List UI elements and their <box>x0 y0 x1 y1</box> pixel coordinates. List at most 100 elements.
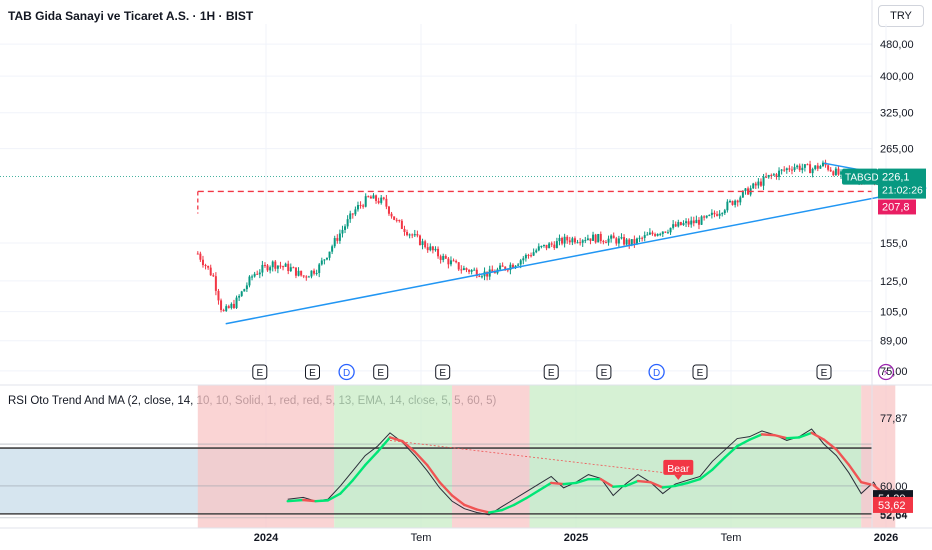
candle-body <box>475 269 478 277</box>
candle-body <box>623 237 626 245</box>
rsi-ma-segment <box>351 463 367 482</box>
candle-body <box>566 236 569 241</box>
candle-body <box>519 260 522 265</box>
rsi-ma-segment <box>748 433 764 441</box>
candle-body <box>656 234 659 236</box>
bear-label: Bear <box>667 463 690 475</box>
rsi-ma-segment <box>723 444 739 459</box>
dividend-marker-label: D <box>343 368 350 379</box>
candle-body <box>403 228 406 233</box>
candle-body <box>659 233 662 235</box>
rsi-ma-segment <box>413 450 429 467</box>
earnings-marker[interactable] <box>816 364 832 380</box>
dividend-marker-label: D <box>653 368 660 379</box>
candle-body <box>710 212 713 215</box>
candle-body <box>695 219 698 224</box>
candle-body <box>726 201 729 211</box>
earnings-marker[interactable] <box>373 364 389 380</box>
candle-body <box>269 267 272 271</box>
symbol-badge <box>842 168 878 185</box>
candle-body <box>431 246 434 251</box>
earnings-marker[interactable] <box>543 364 559 380</box>
candle-body <box>610 235 613 239</box>
candle-body <box>375 195 378 201</box>
candle-body <box>253 273 256 277</box>
candle-body <box>460 269 463 271</box>
news-marker[interactable] <box>877 363 895 381</box>
candle-body <box>615 238 618 244</box>
candle-body <box>271 261 274 268</box>
price-tick-label: 480,00 <box>880 39 914 51</box>
candle-body <box>837 168 840 175</box>
rsi-ma-segment <box>649 480 664 489</box>
rsi-ma-segment <box>525 489 540 500</box>
price-tick-label: 265,00 <box>880 144 914 156</box>
candle-body <box>199 253 202 260</box>
candle-body <box>571 238 574 243</box>
candle-body <box>305 276 308 278</box>
candle-body <box>721 213 724 215</box>
rsi-ma-segment <box>760 433 776 437</box>
rsi-ma-segment <box>686 477 702 485</box>
candle-body <box>369 196 372 199</box>
candle-body <box>759 181 762 186</box>
candle-body <box>349 213 352 220</box>
earnings-marker[interactable] <box>252 364 268 380</box>
events[interactable]: E E D E E E E D E E ⚡ <box>252 363 895 381</box>
earnings-marker[interactable] <box>305 364 320 380</box>
candle-body <box>607 238 610 243</box>
candle-body <box>227 306 230 308</box>
candle-body <box>757 181 760 186</box>
rsi-ma-segment <box>537 481 553 492</box>
candle-body <box>470 270 473 272</box>
earnings-marker[interactable] <box>435 364 451 380</box>
candle-body <box>690 220 693 225</box>
currency-button[interactable]: TRY <box>878 5 924 27</box>
rsi-ma-segment <box>438 480 454 497</box>
candle-body <box>770 174 773 176</box>
candle-body <box>468 269 471 272</box>
candle-body <box>772 174 775 176</box>
candle-body <box>553 244 556 249</box>
rsi-tick-label: 52,64 <box>880 510 908 522</box>
candle-body <box>351 213 354 215</box>
candle-body <box>230 303 233 308</box>
rsi-ma-segment <box>661 484 677 489</box>
candle-body <box>511 264 514 268</box>
candle-body <box>354 209 357 215</box>
candle-body <box>532 252 535 256</box>
candle-body <box>320 260 323 265</box>
dividend-marker[interactable] <box>648 363 665 381</box>
candle-body <box>225 306 228 311</box>
candle-body <box>537 246 540 251</box>
candle-body <box>584 240 587 242</box>
candle-body <box>739 197 742 203</box>
candle-body <box>736 200 739 203</box>
earnings-marker[interactable] <box>692 364 708 380</box>
candle-body <box>315 272 318 274</box>
candle-body <box>325 257 328 260</box>
candle-body <box>783 169 786 171</box>
candle-body <box>421 241 424 245</box>
earnings-marker-label: E <box>697 368 704 379</box>
dividend-marker[interactable] <box>338 363 355 381</box>
price-tick-label: 125,0 <box>880 276 908 288</box>
candle-body <box>382 197 385 199</box>
earnings-marker[interactable] <box>596 364 612 380</box>
rsi-trend-region <box>452 385 530 528</box>
candle-body <box>276 265 279 269</box>
candle-body <box>493 272 496 274</box>
candle-body <box>338 233 341 241</box>
candle-body <box>261 264 264 273</box>
candle-body <box>827 165 830 170</box>
candle-body <box>359 205 362 207</box>
candle-body <box>705 215 708 218</box>
candle-body <box>307 276 310 278</box>
candle-body <box>829 169 832 172</box>
candle-body <box>452 260 455 262</box>
news-marker-label: ⚡ <box>882 368 889 379</box>
candle-body <box>313 270 316 274</box>
candle-body <box>752 183 755 189</box>
candle-body <box>522 258 525 261</box>
